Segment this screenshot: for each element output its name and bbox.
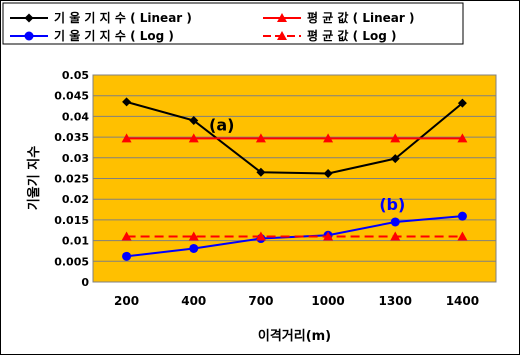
x-axis-title: 이격거리(m) (258, 328, 331, 344)
data-point (255, 133, 266, 143)
legend-marker (277, 31, 287, 40)
data-point (323, 133, 334, 143)
legend-label: 평 균 값 ( Log ) (307, 29, 396, 43)
series-1 (121, 133, 468, 143)
data-point (323, 169, 333, 179)
y-tick-label: 0.04 (62, 110, 89, 123)
legend-box (2, 2, 464, 45)
x-tick-label: 400 (181, 294, 206, 308)
data-point (122, 97, 132, 107)
x-tick-label: 200 (114, 294, 139, 308)
series-line (126, 100, 464, 175)
legend-label: 평 균 값 ( Linear ) (307, 11, 414, 25)
data-point (188, 133, 199, 143)
y-tick-label: 0 (81, 276, 89, 289)
legend-marker (24, 13, 34, 23)
data-point (255, 231, 266, 241)
legend-entry: 기 울 기 지 수 ( Log ) (10, 28, 174, 43)
data-point (390, 154, 400, 164)
data-point (256, 167, 266, 177)
series-3 (121, 231, 468, 241)
annotation-label: (a) (209, 116, 234, 135)
legend-entry: 평 균 값 ( Log ) (263, 29, 396, 43)
legend-label: 기 울 기 지 수 ( Log ) (54, 28, 174, 43)
data-point (323, 231, 334, 241)
annotations: (a) (b) (209, 116, 405, 214)
y-tick-label: 0.005 (54, 255, 89, 268)
y-tick-label: 0.05 (62, 69, 89, 82)
legend-label: 기 울 기 지 수 ( Linear ) (54, 10, 192, 25)
data-point (188, 231, 199, 241)
y-axis-title: 기울기 지수 (26, 146, 42, 210)
data-point (122, 251, 132, 261)
legend-entry: 평 균 값 ( Linear ) (263, 11, 414, 25)
y-tick-label: 0.025 (54, 173, 89, 186)
x-tick-label: 1400 (446, 294, 479, 308)
gridlines (93, 95, 496, 262)
data-point (121, 231, 132, 241)
y-tick-label: 0.035 (54, 131, 89, 144)
data-point (457, 133, 468, 143)
y-tick-label: 0.01 (62, 235, 89, 248)
data-point (189, 116, 199, 126)
y-tick-label: 0.03 (62, 152, 89, 165)
annotation-label: (b) (379, 195, 405, 214)
legend-marker (277, 13, 287, 22)
series-layer (121, 97, 468, 261)
legend-entry: 기 울 기 지 수 ( Linear ) (10, 10, 192, 25)
x-axis-ticks: 200 400 700 1000 1300 1400 (114, 294, 479, 308)
y-axis-ticks: 0 0.005 0.01 0.015 0.02 0.025 0.03 0.035 0.04 0.0… (54, 69, 89, 289)
y-tick-label: 0.02 (62, 193, 89, 206)
series-0 (122, 97, 467, 179)
data-point (121, 133, 132, 143)
y-tick-label: 0.045 (54, 90, 89, 103)
series-line (126, 215, 463, 258)
x-tick-label: 1000 (311, 294, 344, 308)
data-point (457, 211, 467, 221)
x-tick-label: 700 (248, 294, 273, 308)
data-point (457, 231, 468, 241)
data-point (390, 231, 401, 241)
legend-marker (24, 31, 34, 41)
data-point (390, 133, 401, 143)
data-point (457, 98, 467, 108)
data-point (390, 217, 400, 227)
x-tick-label: 1300 (379, 294, 412, 308)
legend: 기 울 기 지 수 ( Linear ) 평 균 값 ( Linear ) 기 울 … (10, 10, 414, 43)
data-point (189, 243, 199, 253)
y-tick-label: 0.015 (54, 214, 89, 227)
